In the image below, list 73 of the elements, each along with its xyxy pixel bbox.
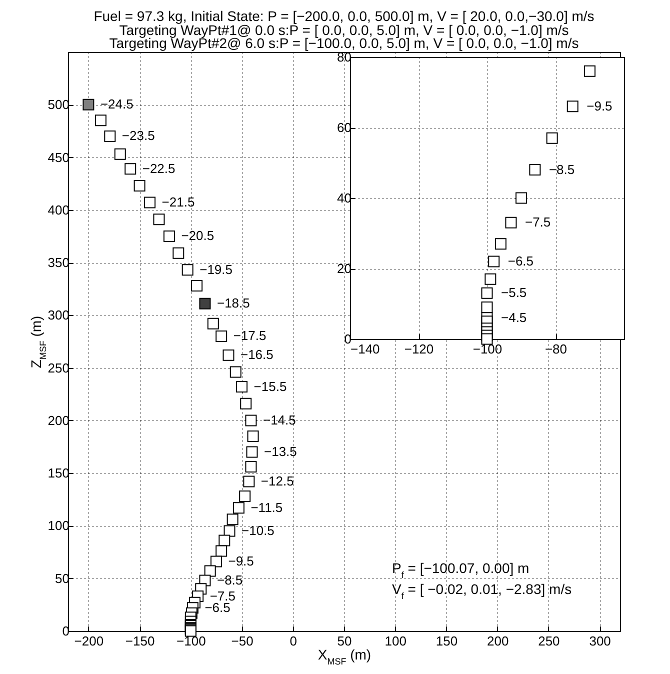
x-tick-label: 300: [589, 634, 611, 648]
point: [163, 230, 175, 242]
point: [82, 98, 94, 110]
point: [134, 180, 146, 192]
point: [230, 366, 242, 378]
annotation: −4.5: [501, 310, 527, 325]
point: [104, 130, 116, 142]
point: [245, 461, 257, 473]
annotation: V$_{f}$ = [ −0.02, 0.01, −2.83] m/s: [392, 581, 572, 601]
annotation: −16.5: [240, 347, 274, 362]
point: [239, 490, 251, 502]
x-tick-label: 100: [384, 634, 406, 648]
annotation: −18.5: [216, 296, 250, 311]
x-tick-label: −100: [472, 342, 502, 356]
annotation: −19.5: [200, 262, 233, 277]
annotation: −17.5: [233, 328, 266, 344]
point: [224, 525, 236, 537]
annotation: P$_{f}$ = [−100.07, 0.00] m: [392, 560, 530, 580]
point: [153, 214, 165, 226]
x-tick-label: −120: [404, 342, 434, 356]
point: [172, 247, 184, 259]
annotation: −5.5: [501, 285, 527, 300]
annotation: −7.5: [524, 214, 551, 230]
x-tick-label: −150: [125, 634, 155, 648]
annotation: −8.5: [548, 162, 575, 177]
x-tick-label: 200: [486, 634, 509, 648]
annotation: −24.5: [100, 96, 134, 112]
point: [246, 446, 258, 458]
x-tick-label: −140: [350, 342, 380, 356]
point: [247, 430, 259, 442]
point: [226, 514, 238, 526]
x-tick-label: 250: [538, 634, 560, 648]
annotation: −20.5: [181, 228, 214, 244]
point: [191, 280, 203, 292]
x-tick-label: −200: [74, 634, 104, 648]
annotation: −9.5: [228, 554, 254, 569]
point: [218, 534, 230, 546]
point: [240, 398, 252, 410]
point: [114, 148, 126, 160]
point: [245, 414, 257, 426]
x-tick-label: 0: [290, 634, 298, 648]
x-tick-label: −80: [544, 342, 568, 356]
x-tick-label: 150: [436, 634, 458, 648]
annotation: −9.5: [586, 98, 612, 114]
point: [94, 114, 106, 126]
point: [222, 349, 234, 361]
point: [124, 163, 136, 175]
point: [207, 318, 219, 330]
annotation: −6.5: [508, 253, 534, 268]
point: [144, 196, 156, 208]
x-tick-label: −100: [176, 634, 206, 648]
annotation: −14.5: [262, 412, 296, 428]
point: [199, 298, 211, 310]
annotation: −13.5: [264, 444, 297, 460]
annotation: −21.5: [162, 194, 195, 210]
point: [243, 476, 255, 488]
point: [184, 625, 196, 637]
chart-title: Fuel = 97.3 kg, Initial State: P = [−200.0, 0.0, 500.0] m, V = [ 20.0, 0.0,−30.0] m/s: [94, 8, 594, 24]
point: [216, 330, 228, 342]
annotation: −23.5: [122, 128, 155, 144]
point: [182, 264, 194, 276]
x-axis-title: X$_{MSF}$ (m): [318, 646, 372, 666]
annotation: −15.5: [254, 378, 287, 394]
annotation: −12.5: [260, 474, 294, 489]
point: [216, 545, 228, 557]
point: [210, 556, 222, 568]
x-tick-label: −50: [231, 634, 254, 648]
annotation: −8.5: [216, 572, 243, 588]
point: [236, 381, 248, 393]
annotation: −22.5: [142, 160, 176, 176]
annotation: −11.5: [250, 500, 283, 515]
point: [232, 502, 244, 514]
annotation: −10.5: [242, 522, 274, 538]
